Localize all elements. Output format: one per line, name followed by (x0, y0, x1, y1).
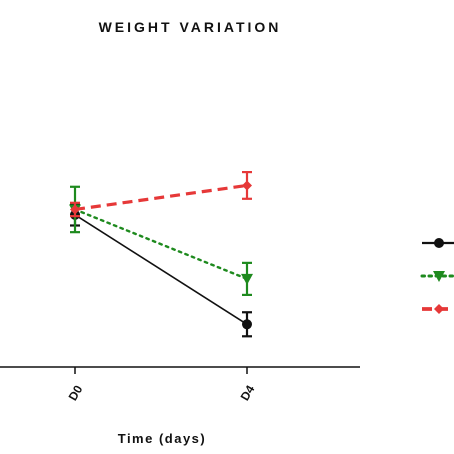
data-point-3-d4 (242, 180, 252, 191)
series-line-3 (74, 183, 248, 212)
series-2 (69, 185, 253, 297)
series-line-1 (74, 214, 248, 325)
x-axis-label: Time (days) (118, 431, 207, 446)
legend-entry-2 (420, 271, 454, 282)
series-line-2 (73, 208, 249, 281)
x-axis-ticks: D0 D4 (66, 367, 258, 403)
legend-marker-1 (434, 238, 444, 248)
series-layer (69, 170, 253, 338)
legend (420, 238, 454, 314)
data-point-1-d4 (242, 319, 252, 330)
legend-entry-3 (422, 304, 454, 314)
x-tick-label-d4: D4 (238, 383, 258, 404)
chart-title: WEIGHT VARIATION (99, 19, 282, 35)
legend-marker-3 (434, 304, 444, 314)
series-3 (70, 170, 252, 218)
data-point-2-d4 (241, 273, 253, 285)
data-point-3-d0 (70, 204, 80, 215)
legend-marker-2 (433, 271, 445, 282)
legend-entry-1 (422, 238, 454, 248)
x-tick-label-d0: D0 (66, 383, 86, 404)
